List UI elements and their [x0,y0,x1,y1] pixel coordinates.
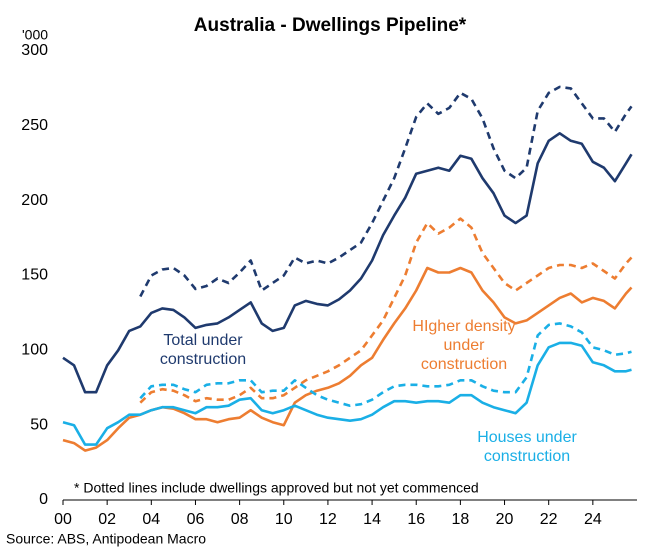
x-tick-label: 24 [584,511,602,528]
x-tick-label: 08 [231,511,249,528]
y-tick-label: 300 [21,42,48,59]
series-label: Total under construction [159,332,247,368]
y-tick-label: 200 [21,192,48,209]
series-line [139,217,633,404]
x-tick-label: 12 [319,511,337,528]
x-tick-label: 02 [98,511,116,528]
x-tick-label: 04 [142,511,160,528]
series-line [62,341,632,446]
x-tick-label: 10 [275,511,293,528]
x-tick-label: 16 [407,511,425,528]
footnote: * Dotted lines include dwellings approve… [74,480,479,496]
x-tick-label: 00 [54,511,72,528]
chart-title: Australia - Dwellings Pipeline* [194,15,467,36]
x-tick-label: 14 [363,511,381,528]
x-tick-label: 22 [540,511,558,528]
x-tick-label: 18 [451,511,469,528]
y-unit: '000 [22,27,48,43]
y-tick-label: 250 [21,117,48,134]
source: Source: ABS, Antipodean Macro [6,531,206,547]
series-label: Houses under construction [477,429,577,465]
y-tick-label: 150 [21,267,48,284]
y-tick-label: 50 [30,416,48,433]
x-tick-label: 20 [496,511,514,528]
series-line [62,132,633,394]
x-tick-label: 06 [187,511,205,528]
series-line [139,322,632,407]
series-line [139,85,633,298]
series-label: HIgher density under construction [412,318,516,373]
y-tick-label: 100 [21,342,48,359]
y-tick-label: 0 [39,491,48,508]
